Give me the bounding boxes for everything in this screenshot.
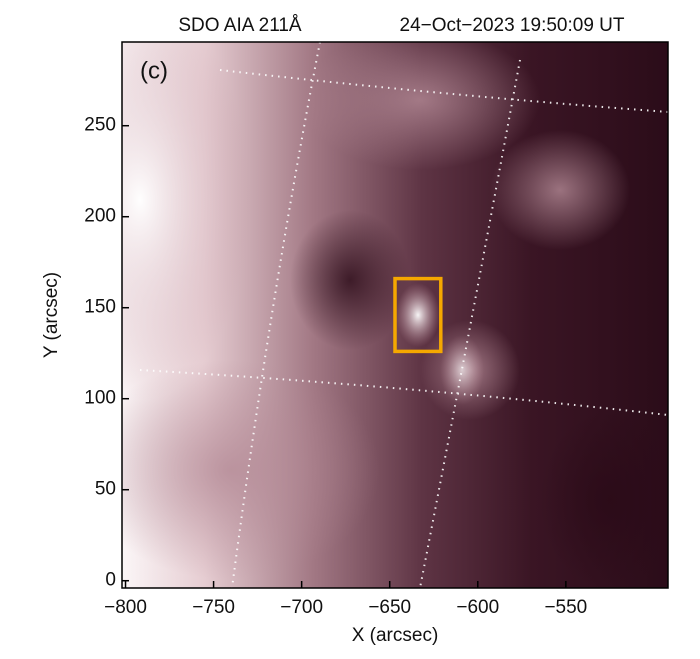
- y-tick-label: 0: [105, 570, 116, 591]
- x-tick-label: −750: [192, 597, 235, 618]
- solar-image: [122, 42, 668, 588]
- x-axis-label: X (arcsec): [352, 625, 439, 646]
- plot-frame: [121, 41, 669, 589]
- region-box: [393, 276, 443, 354]
- panel-label: (c): [140, 57, 168, 84]
- subtitle: 24−Oct−2023 19:50:09 UT: [400, 15, 625, 36]
- y-axis-label: Y (arcsec): [41, 272, 62, 358]
- y-tick-label: 150: [84, 297, 116, 318]
- x-tick-label: −800: [104, 597, 147, 618]
- x-tick-label: −650: [368, 597, 411, 618]
- y-tick-label: 250: [84, 115, 116, 136]
- x-tick-label: −600: [456, 597, 499, 618]
- y-tick-label: 100: [84, 388, 116, 409]
- x-tick-label: −700: [280, 597, 323, 618]
- y-tick-label: 50: [95, 479, 116, 500]
- x-tick-label: −550: [544, 597, 587, 618]
- y-tick-label: 200: [84, 206, 116, 227]
- title: SDO AIA 211Å: [178, 15, 302, 36]
